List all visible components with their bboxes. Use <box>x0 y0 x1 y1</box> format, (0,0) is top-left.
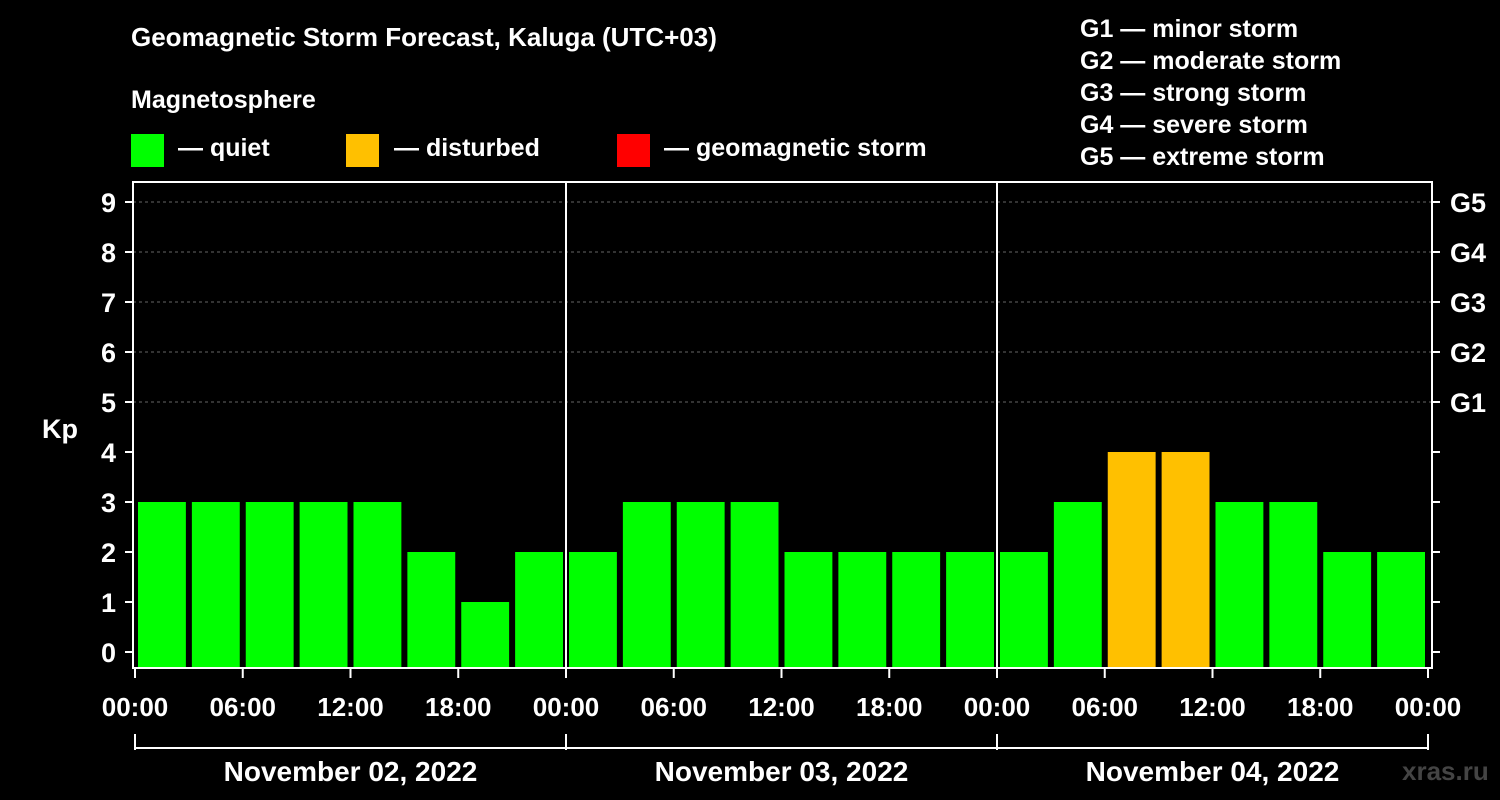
y-tick-label: 7 <box>101 288 116 318</box>
kp-bar <box>1107 452 1156 668</box>
kp-bar <box>784 552 833 668</box>
x-tick-label: 12:00 <box>748 692 815 722</box>
legend-swatch-disturbed <box>346 134 379 167</box>
kp-bar <box>515 552 563 668</box>
kp-bar <box>353 502 402 668</box>
scale-g1: G1 — minor storm <box>1080 15 1299 43</box>
y-tick-label: 9 <box>101 188 116 218</box>
y-tick-label: 8 <box>101 238 116 268</box>
kp-bar <box>461 602 510 668</box>
x-tick-label: 00:00 <box>102 692 169 722</box>
kp-bar <box>622 502 671 668</box>
kp-bar <box>1377 552 1425 668</box>
legend-swatch-storm <box>617 134 650 167</box>
g-level-label: G3 <box>1450 288 1486 318</box>
kp-bar <box>1323 552 1372 668</box>
kp-bar <box>1215 502 1264 668</box>
scale-g2: G2 — moderate storm <box>1080 47 1342 75</box>
x-tick-label: 00:00 <box>533 692 600 722</box>
y-tick-label: 2 <box>101 538 116 568</box>
x-tick-label: 06:00 <box>210 692 277 722</box>
chart-title: Geomagnetic Storm Forecast, Kaluga (UTC+… <box>131 22 717 52</box>
x-tick-label: 18:00 <box>856 692 923 722</box>
scale-g5: G5 — extreme storm <box>1080 143 1325 171</box>
x-tick-label: 12:00 <box>1179 692 1246 722</box>
legend-heading: Magnetosphere <box>131 86 316 114</box>
kp-bar <box>1000 552 1048 668</box>
kp-bar <box>138 502 186 668</box>
day-label: November 04, 2022 <box>1086 756 1340 787</box>
x-tick-label: 06:00 <box>1072 692 1139 722</box>
day-label: November 02, 2022 <box>224 756 478 787</box>
legend-swatch-quiet <box>131 134 164 167</box>
x-tick-label: 00:00 <box>964 692 1031 722</box>
x-tick-label: 18:00 <box>1287 692 1354 722</box>
kp-bar <box>676 502 725 668</box>
day-label: November 03, 2022 <box>655 756 909 787</box>
kp-bar <box>407 552 456 668</box>
g-level-label: G1 <box>1450 388 1486 418</box>
y-tick-label: 1 <box>101 588 116 618</box>
g-level-label: G5 <box>1450 188 1486 218</box>
g-level-label: G2 <box>1450 338 1486 368</box>
legend-label-disturbed: — disturbed <box>394 134 540 162</box>
watermark: xras.ru <box>1402 756 1489 786</box>
y-tick-label: 6 <box>101 338 116 368</box>
kp-bar <box>892 552 941 668</box>
y-axis-label: Kp <box>42 414 78 444</box>
x-tick-label: 12:00 <box>317 692 384 722</box>
kp-bar <box>1269 502 1318 668</box>
x-tick-label: 18:00 <box>425 692 492 722</box>
y-tick-label: 4 <box>101 438 116 468</box>
kp-bar <box>730 502 779 668</box>
y-tick-label: 0 <box>101 638 116 668</box>
scale-g4: G4 — severe storm <box>1080 111 1308 139</box>
kp-bar <box>569 552 617 668</box>
kp-bar <box>191 502 240 668</box>
x-tick-label: 06:00 <box>641 692 708 722</box>
legend-label-quiet: — quiet <box>178 134 270 162</box>
kp-bar <box>299 502 348 668</box>
kp-bar <box>946 552 994 668</box>
legend-label-storm: — geomagnetic storm <box>664 134 927 162</box>
y-tick-label: 5 <box>101 388 116 418</box>
y-tick-label: 3 <box>101 488 116 518</box>
x-tick-label: 00:00 <box>1395 692 1462 722</box>
kp-bar <box>245 502 294 668</box>
kp-bar <box>838 552 887 668</box>
kp-bar <box>1053 502 1102 668</box>
scale-g3: G3 — strong storm <box>1080 79 1307 107</box>
kp-bar <box>1161 452 1210 668</box>
g-level-label: G4 <box>1450 238 1486 268</box>
